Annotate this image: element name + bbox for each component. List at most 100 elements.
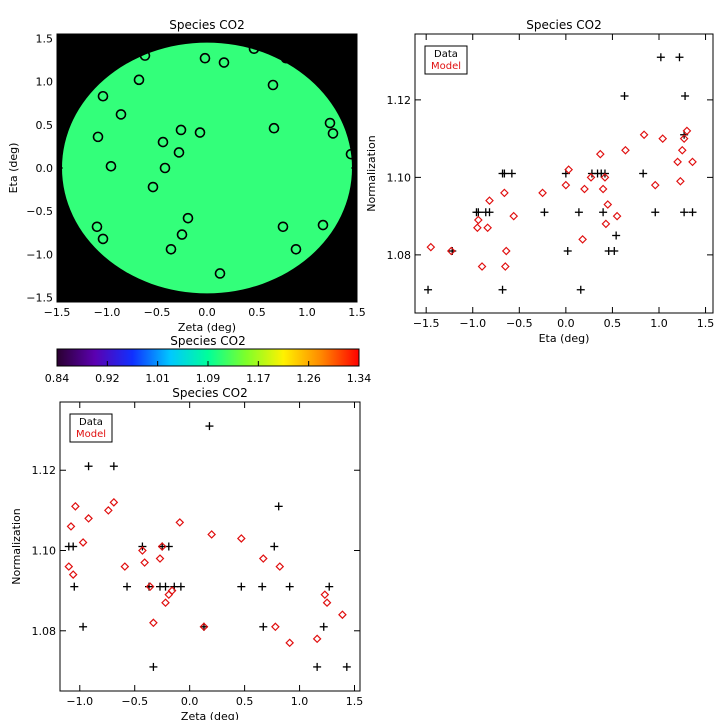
zeta-panel: −1.0 −0.5 0.0 0.5 1.0 1.5 1.08 1.10 1.12 Species …: [10, 386, 363, 720]
map-field-disc: [62, 42, 352, 294]
colorbar-tick-label: 1.17: [246, 372, 271, 385]
eta-x-tick-label: −1.5: [413, 317, 440, 330]
eta-model-point: [612, 211, 622, 221]
zeta-data-point: [270, 542, 279, 551]
eta-data-point: [576, 285, 585, 294]
zeta-model-point: [64, 562, 74, 571]
eta-data-point: [599, 208, 608, 217]
eta-data-point: [681, 92, 690, 100]
map-title: Species CO2: [169, 18, 244, 32]
map-point-circle: [168, 290, 180, 302]
zeta-model-point: [322, 598, 332, 608]
map-x-tick-label: 0.0: [198, 306, 216, 319]
zeta-y-tick-label: 1.08: [32, 625, 57, 638]
eta-model-point: [598, 184, 608, 194]
eta-model-point: [501, 246, 511, 256]
zeta-model-point: [258, 554, 268, 563]
zeta-x-tick-label: −0.5: [121, 695, 148, 708]
map-x-tick-label: 1.5: [348, 306, 366, 319]
zeta-model-point: [199, 622, 209, 632]
map-y-tick-label: 0.5: [36, 119, 54, 132]
eta-model-point: [485, 196, 494, 205]
eta-model-point: [650, 180, 660, 190]
map-y-tick-label: 1.5: [36, 32, 54, 45]
zeta-model-point: [164, 590, 174, 600]
map-point-circle: [194, 127, 206, 138]
map-point-circle: [133, 74, 145, 86]
zeta-model-point: [68, 570, 78, 579]
map-point-circle: [139, 50, 151, 61]
eta-x-tick-label: 0.5: [604, 317, 622, 330]
eta-model-point: [595, 149, 605, 159]
zeta-model-point: [161, 598, 170, 608]
eta-model-point: [578, 235, 587, 244]
eta-model-point: [677, 145, 687, 155]
zeta-data-point: [84, 462, 93, 471]
zeta-model-point: [109, 497, 119, 507]
zeta-data-point: [123, 582, 132, 591]
map-point-circle: [248, 43, 260, 54]
map-y-tick-label: −1.0: [26, 248, 53, 261]
map-x-tick-label: −0.5: [144, 306, 171, 319]
zeta-data-point: [176, 582, 185, 591]
map-point-circle: [97, 233, 109, 245]
eta-x-axis-label: Eta (deg): [539, 332, 590, 345]
map-point-circle: [165, 243, 177, 255]
zeta-model-point: [71, 502, 80, 511]
colorbar-tick-label: 0.92: [95, 372, 120, 385]
eta-model-point: [679, 134, 689, 143]
eta-y-tick-label: 1.10: [387, 171, 412, 184]
eta-y-axis-label: Normalization: [365, 135, 378, 211]
zeta-data-point: [342, 662, 351, 671]
eta-model-point: [500, 188, 509, 198]
eta-model-point: [658, 134, 668, 143]
map-point-circle: [173, 147, 185, 158]
eta-y-tick-label: 1.08: [387, 249, 412, 262]
map-point-circle: [92, 131, 104, 143]
eta-model-point: [500, 262, 510, 271]
map-point-circle: [175, 124, 187, 136]
zeta-model-point: [145, 582, 155, 591]
zeta-data-point: [237, 582, 246, 591]
eta-x-tick-label: 1.0: [650, 317, 668, 330]
map-point-circle: [214, 268, 226, 279]
zeta-title: Species CO2: [172, 386, 247, 400]
colorbar-tick-label: 1.09: [196, 372, 221, 385]
eta-x-tick-label: 0.0: [557, 317, 575, 330]
zeta-model-point: [207, 530, 216, 539]
map-point-circle: [199, 52, 211, 64]
eta-data-point: [500, 169, 509, 178]
zeta-model-point: [138, 546, 147, 555]
zeta-data-point: [149, 662, 158, 671]
map-point-circle: [277, 221, 289, 233]
map-point-circle: [105, 160, 117, 172]
zeta-data-point: [109, 462, 118, 471]
eta-model-point: [477, 262, 487, 271]
eta-model-point: [483, 223, 492, 233]
eta-model-point: [639, 130, 649, 140]
map-point-circle: [157, 136, 169, 148]
colorbar-tick-label: 0.84: [45, 372, 70, 385]
eta-x-tick-label: 1.5: [697, 317, 715, 330]
zeta-legend-data: Data: [79, 417, 103, 428]
eta-y-tick-label: 1.12: [387, 94, 412, 107]
eta-model-point: [600, 173, 610, 182]
eta-data-point: [485, 208, 494, 217]
zeta-y-axis-label: Normalization: [10, 508, 23, 584]
map-point-circle: [268, 122, 280, 134]
map-point-circle: [159, 162, 171, 174]
eta-model-point: [426, 242, 436, 252]
zeta-data-point: [325, 582, 334, 591]
zeta-data-point: [69, 542, 78, 551]
map-point-circle: [290, 243, 302, 255]
eta-model-point: [473, 215, 483, 225]
zeta-model-point: [175, 518, 185, 527]
zeta-data-point: [319, 622, 328, 631]
eta-title: Species CO2: [526, 18, 601, 32]
zeta-data-point: [161, 582, 170, 591]
zeta-model-point: [312, 634, 322, 644]
zeta-legend-model: Model: [76, 429, 106, 440]
eta-model-point: [580, 184, 589, 194]
map-x-axis-label: Zeta (deg): [178, 321, 236, 334]
eta-x-tick-label: −1.0: [459, 317, 486, 330]
